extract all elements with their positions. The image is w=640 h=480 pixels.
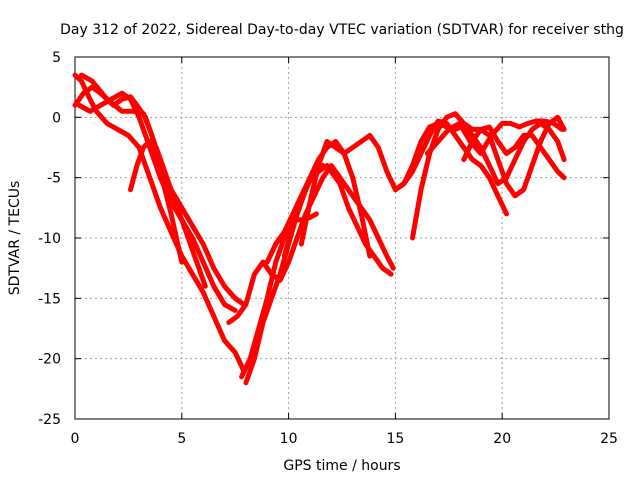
series-arc-12 (392, 120, 567, 193)
x-tick-label: 0 (71, 431, 80, 447)
series-arc-9 (264, 163, 396, 271)
plot-frame (74, 56, 610, 420)
y-tick-label: -25 (38, 412, 61, 428)
y-tick-label: -15 (38, 291, 61, 307)
y-tick-label: 0 (52, 110, 61, 126)
y-tick-label: -5 (47, 171, 61, 187)
x-tick-label: 5 (177, 431, 186, 447)
y-tick-labels: -25 -20 -15 -10 -5 0 5 (38, 50, 61, 428)
x-tick-label: 25 (600, 431, 618, 447)
series-arc-4 (76, 90, 238, 313)
y-tick-label: -20 (38, 352, 61, 368)
series-arc-2 (72, 84, 247, 307)
x-tick-labels: 0 5 10 15 20 25 (71, 431, 618, 447)
x-tick-label: 15 (386, 431, 404, 447)
y-tick-label: -10 (38, 231, 61, 247)
series-arc-14 (424, 118, 565, 156)
y-axis-label: SDTVAR / TECUs (7, 181, 23, 296)
x-tick-label: 20 (493, 431, 511, 447)
series-arc-8 (243, 163, 394, 386)
y-tick-label: 5 (52, 50, 61, 66)
data-series (72, 72, 567, 386)
series-arc-15 (461, 114, 567, 199)
series-arc-5 (128, 139, 208, 289)
chart-title: Day 312 of 2022, Sidereal Day-to-day VTE… (60, 22, 624, 38)
grid-lines (75, 57, 609, 419)
series-arc-6 (226, 163, 343, 325)
x-tick-label: 10 (280, 431, 298, 447)
x-axis-label: GPS time / hours (283, 458, 400, 474)
series-arc-1 (72, 72, 247, 374)
